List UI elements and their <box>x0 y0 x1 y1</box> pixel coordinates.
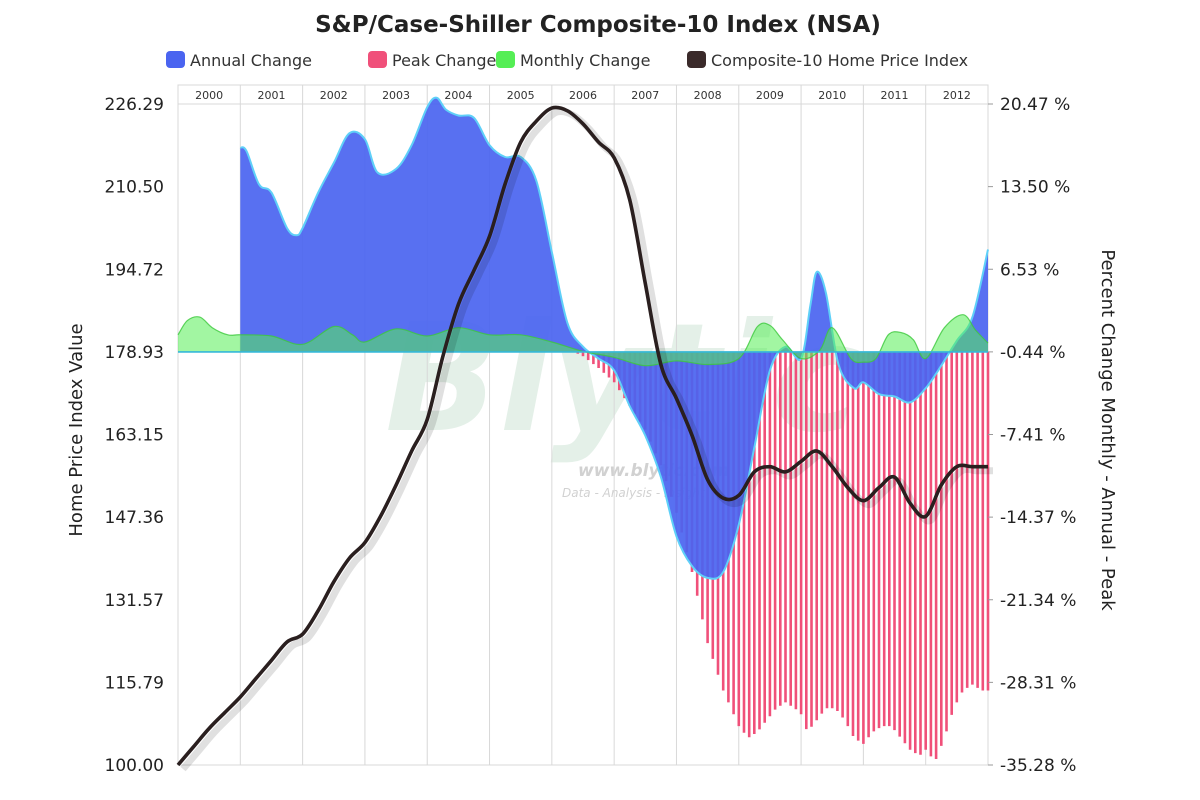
year-label: 2008 <box>694 89 722 102</box>
legend-swatch <box>687 51 706 68</box>
right-tick-label: 20.47 % <box>1000 95 1070 115</box>
left-tick-label: 115.79 <box>105 673 164 693</box>
legend-swatch <box>368 51 387 68</box>
right-tick-label: -0.44 % <box>1000 343 1066 363</box>
right-tick-label: 13.50 % <box>1000 178 1070 198</box>
annual-change-series <box>239 96 989 580</box>
year-labels: 2000 2001 2002 2003 2004 2005 2006 2007 2008 2009… <box>195 89 971 102</box>
year-label: 2010 <box>818 89 846 102</box>
year-label: 2009 <box>756 89 784 102</box>
year-label: 2001 <box>257 89 285 102</box>
year-label: 2006 <box>569 89 597 102</box>
right-axis-label: Percent Change Monthly - Annual - Peak <box>1097 249 1118 611</box>
monthly-change-area <box>178 314 988 366</box>
legend-label: Composite-10 Home Price Index <box>711 51 968 70</box>
year-label: 2000 <box>195 89 223 102</box>
year-label: 2012 <box>943 89 971 102</box>
legend-item[interactable]: Monthly Change <box>496 51 650 70</box>
left-axis-label: Home Price Index Value <box>66 323 87 536</box>
legend-label: Peak Change <box>392 51 496 70</box>
left-tick-label: 210.50 <box>105 178 164 198</box>
left-tick-label: 163.15 <box>105 426 164 446</box>
chart-title: S&P/Case-Shiller Composite-10 Index (NSA… <box>315 12 881 38</box>
home-price-index-series <box>176 105 993 772</box>
year-label: 2003 <box>382 89 410 102</box>
left-tick-label: 147.36 <box>105 508 164 528</box>
right-tick-label: -21.34 % <box>1000 591 1076 611</box>
right-tick-label: -7.41 % <box>1000 426 1066 446</box>
left-tick-label: 226.29 <box>105 95 164 115</box>
left-tick-label: 131.57 <box>105 591 164 611</box>
legend-label: Annual Change <box>190 51 312 70</box>
legend-swatch <box>496 51 515 68</box>
legend-item[interactable]: Composite-10 Home Price Index <box>687 51 968 70</box>
right-tick-label: -35.28 % <box>1000 756 1076 776</box>
right-axis: 20.47 % 13.50 % 6.53 % -0.44 % -7.41 % -14.37… <box>988 95 1076 776</box>
left-axis: 226.29 210.50 194.72 178.93 163.15 147.36 131.… <box>105 95 164 776</box>
left-tick-label: 100.00 <box>105 756 164 776</box>
year-label: 2005 <box>507 89 535 102</box>
year-label: 2002 <box>320 89 348 102</box>
right-tick-label: 6.53 % <box>1000 260 1059 280</box>
home-price-index-line <box>176 105 988 767</box>
year-label: 2011 <box>881 89 909 102</box>
right-tick-label: -14.37 % <box>1000 508 1076 528</box>
annual-change-area <box>240 97 989 579</box>
legend-item[interactable]: Annual Change <box>166 51 312 70</box>
legend-label: Monthly Change <box>520 51 650 70</box>
legend: Annual Change Peak Change Monthly Change Co… <box>166 51 968 70</box>
year-label: 2007 <box>631 89 659 102</box>
right-tick-label: -28.31 % <box>1000 673 1076 693</box>
legend-item[interactable]: Peak Change <box>368 51 496 70</box>
annual-change-outline <box>239 96 989 580</box>
year-label: 2004 <box>444 89 472 102</box>
legend-swatch <box>166 51 185 68</box>
left-tick-label: 194.72 <box>105 260 164 280</box>
left-tick-label: 178.93 <box>105 343 164 363</box>
